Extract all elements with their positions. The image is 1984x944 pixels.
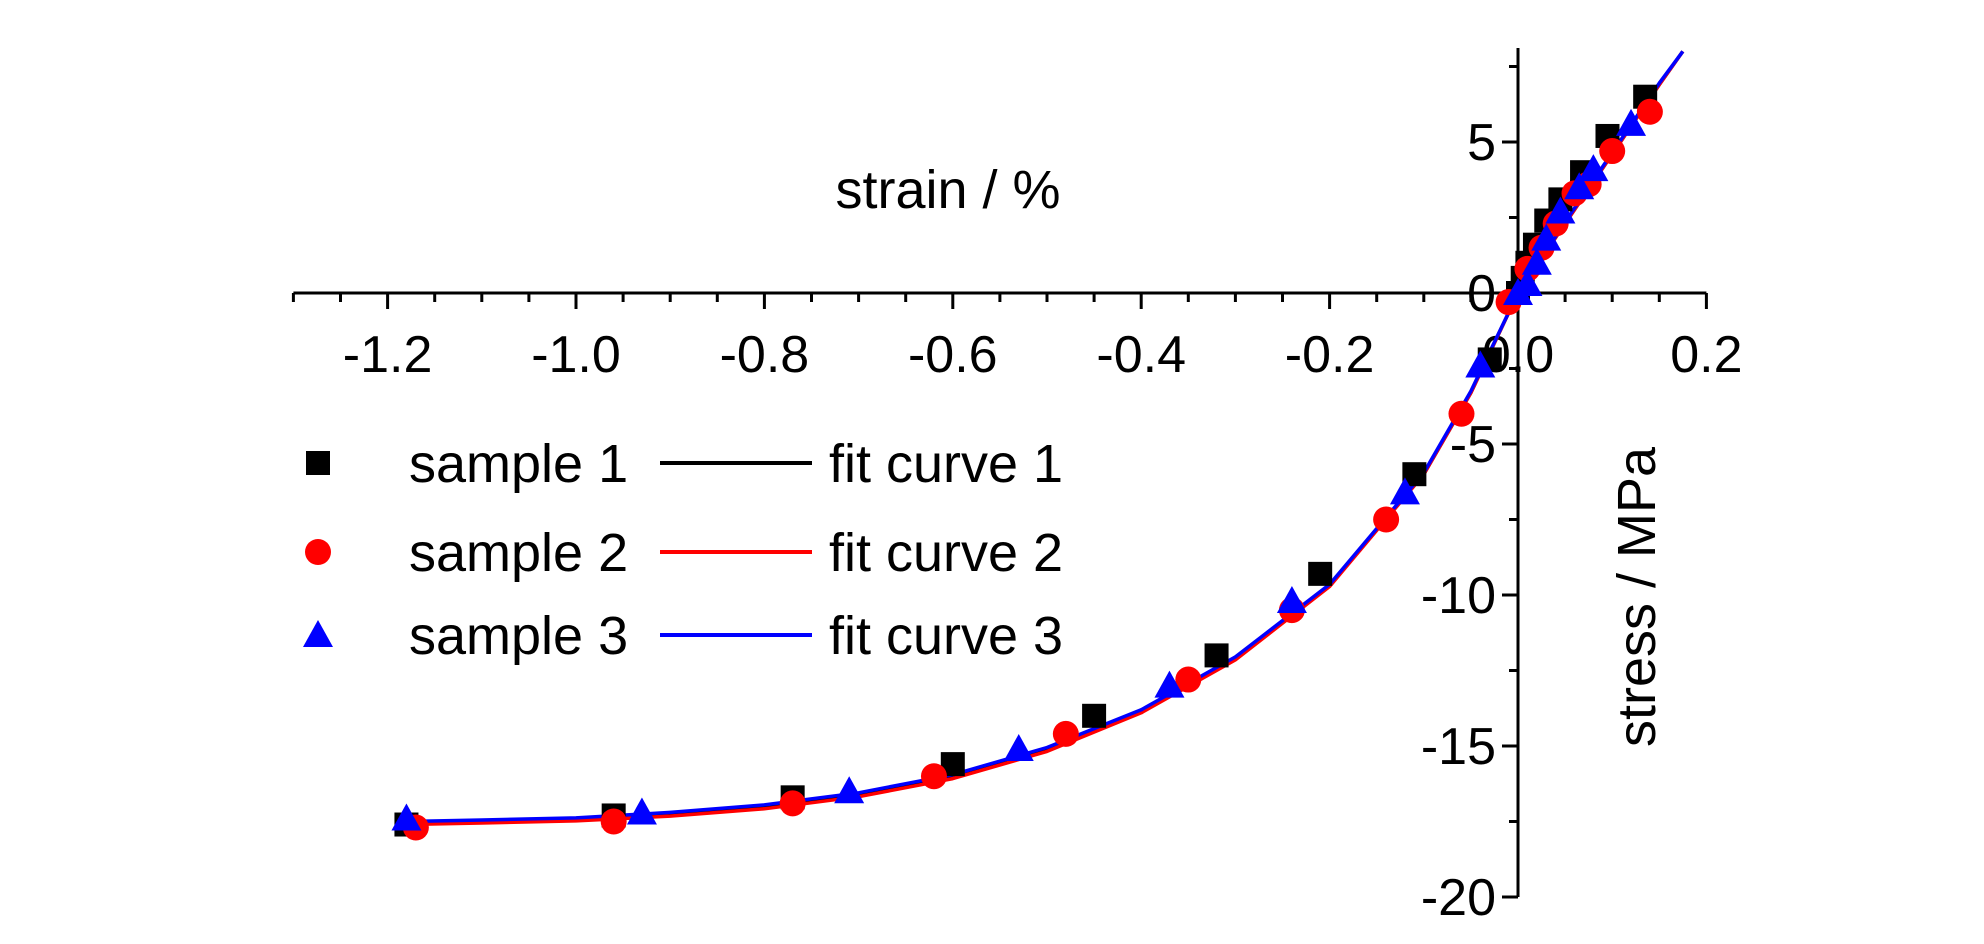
- data-point-triangle: [1531, 223, 1562, 251]
- data-point-circle: [1052, 720, 1079, 747]
- data-point-circle: [1448, 400, 1475, 427]
- x-tick-label: -1.2: [343, 326, 433, 384]
- data-point-circle: [920, 763, 947, 790]
- legend-label: fit curve 2: [829, 523, 1063, 583]
- data-point-square: [1308, 561, 1333, 586]
- data-point-circle: [1636, 98, 1663, 125]
- axes: -1.2 -1.0 -0.8 -0.6 -0.4 -0.2 0.0 0.2-20-15-10-…: [291, 48, 1743, 927]
- legend-label: sample 2: [409, 523, 628, 583]
- y-tick-label: -15: [1421, 718, 1496, 776]
- legend-label: fit curve 1: [829, 434, 1063, 494]
- legend-label: sample 3: [409, 606, 628, 666]
- data-point-triangle: [1578, 154, 1609, 182]
- data-point-circle: [779, 790, 806, 817]
- data-point-triangle: [1564, 172, 1595, 200]
- y-axis-title: stress / MPa: [1607, 446, 1667, 747]
- data-point-circle: [1175, 666, 1202, 693]
- data-point-triangle: [1276, 586, 1307, 614]
- x-tick-label: -0.6: [908, 326, 998, 384]
- data-point-triangle: [1512, 268, 1543, 296]
- x-tick-label: -1.0: [531, 326, 621, 384]
- data-point-circle: [1599, 138, 1626, 165]
- data-point-triangle: [626, 797, 657, 825]
- x-tick-label: -0.2: [1285, 326, 1375, 384]
- data-point-triangle: [1545, 196, 1576, 224]
- y-tick-label: -10: [1421, 567, 1496, 625]
- legend-label: fit curve 3: [829, 606, 1063, 666]
- data-point-triangle: [391, 803, 422, 831]
- y-tick-label: 0: [1467, 265, 1496, 323]
- legend-label: sample 1: [409, 434, 628, 494]
- legend-marker-circle: [305, 539, 331, 565]
- data-point-square: [1082, 703, 1107, 728]
- data-point-triangle: [1389, 477, 1420, 505]
- legend-marker-triangle: [303, 620, 333, 647]
- data-point-triangle: [1154, 670, 1185, 698]
- data-point-square: [1204, 643, 1229, 668]
- y-tick-label: -20: [1421, 869, 1496, 927]
- legend: sample 1 sample 2 sample 3 fit curve 1 fit c…: [303, 434, 1063, 666]
- x-tick-label: 0.2: [1670, 326, 1742, 384]
- sample-markers: [391, 84, 1663, 841]
- data-point-triangle: [834, 776, 865, 804]
- data-point-triangle: [1465, 350, 1496, 378]
- y-tick-label: 5: [1467, 114, 1496, 172]
- data-point-triangle: [1521, 247, 1552, 275]
- x-tick-label: -0.8: [720, 326, 810, 384]
- x-tick-label: -0.4: [1096, 326, 1186, 384]
- x-axis-title: strain / %: [835, 160, 1060, 220]
- data-point-triangle: [1616, 108, 1647, 136]
- data-point-triangle: [1003, 734, 1034, 762]
- data-point-circle: [600, 808, 627, 835]
- legend-marker-square: [306, 451, 330, 475]
- data-point-circle: [1373, 506, 1400, 533]
